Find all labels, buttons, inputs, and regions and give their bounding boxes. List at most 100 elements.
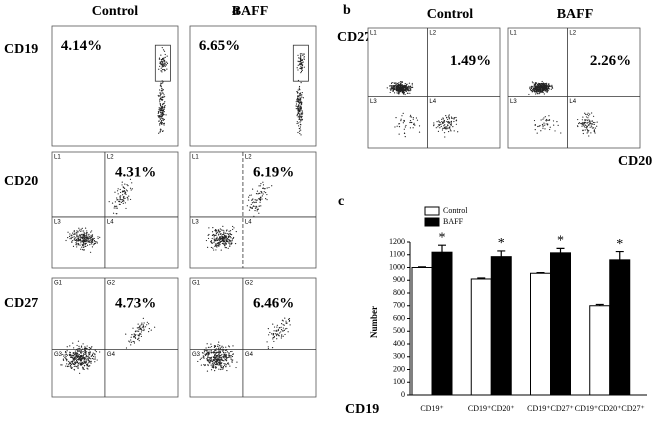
event-dot bbox=[159, 65, 161, 67]
event-dot bbox=[79, 363, 82, 365]
event-dot bbox=[589, 121, 591, 123]
event-dot bbox=[141, 329, 143, 332]
quadrant-label: L4 bbox=[107, 220, 114, 226]
event-dot bbox=[300, 53, 302, 55]
event-dot bbox=[218, 233, 220, 235]
event-dot bbox=[541, 88, 544, 90]
event-dot bbox=[126, 190, 128, 192]
event-dot bbox=[130, 336, 132, 338]
event-dot bbox=[410, 121, 412, 124]
event-dot bbox=[584, 119, 586, 121]
event-dot bbox=[133, 333, 135, 335]
event-dot bbox=[163, 108, 165, 110]
legend-swatch bbox=[424, 217, 440, 227]
event-dot bbox=[76, 235, 78, 237]
event-dot bbox=[403, 84, 405, 87]
event-dot bbox=[119, 198, 121, 201]
event-dot bbox=[533, 90, 536, 92]
event-dot bbox=[203, 355, 205, 357]
event-dot bbox=[158, 120, 160, 122]
event-dot bbox=[213, 236, 215, 238]
event-dot bbox=[586, 122, 588, 124]
event-dot bbox=[69, 345, 71, 347]
event-dot bbox=[68, 353, 70, 355]
event-dot bbox=[219, 347, 221, 350]
event-dot bbox=[586, 114, 588, 116]
event-dot bbox=[301, 64, 303, 67]
event-dot bbox=[401, 89, 403, 92]
event-dot bbox=[455, 123, 457, 125]
event-dot bbox=[392, 90, 394, 92]
event-dot bbox=[538, 89, 540, 92]
event-dot bbox=[582, 124, 585, 126]
event-dot bbox=[116, 199, 118, 201]
significance: * bbox=[557, 234, 564, 249]
event-dot bbox=[82, 368, 84, 370]
event-dot bbox=[219, 361, 221, 363]
bar bbox=[530, 272, 551, 396]
event-dot bbox=[269, 331, 271, 334]
event-dot bbox=[299, 117, 301, 119]
event-dot bbox=[79, 230, 82, 232]
event-dot bbox=[225, 346, 227, 348]
event-dot bbox=[131, 182, 133, 184]
event-dot bbox=[409, 85, 412, 87]
event-dot bbox=[234, 242, 237, 245]
event-dot bbox=[273, 336, 275, 339]
event-dot bbox=[127, 185, 129, 187]
event-dot bbox=[91, 234, 94, 236]
event-dot bbox=[160, 67, 162, 69]
event-dot bbox=[544, 85, 546, 87]
event-dot bbox=[547, 86, 549, 88]
event-dot bbox=[210, 351, 212, 353]
event-dot bbox=[409, 90, 411, 92]
column-header: Control bbox=[427, 7, 474, 22]
event-dot bbox=[125, 207, 127, 210]
event-dot bbox=[550, 85, 552, 87]
event-dot bbox=[66, 354, 69, 356]
event-dot bbox=[578, 122, 580, 125]
panel-label: a bbox=[232, 3, 239, 18]
event-dot bbox=[448, 114, 450, 116]
event-dot bbox=[300, 104, 302, 106]
event-dot bbox=[300, 120, 302, 122]
event-dot bbox=[221, 345, 223, 347]
event-dot bbox=[395, 86, 397, 89]
event-dot bbox=[404, 86, 406, 88]
event-dot bbox=[276, 324, 278, 326]
event-dot bbox=[211, 242, 213, 244]
event-dot bbox=[219, 365, 222, 367]
event-dot bbox=[593, 123, 595, 126]
event-dot bbox=[542, 87, 544, 89]
event-dot bbox=[262, 193, 264, 195]
event-dot bbox=[300, 115, 302, 118]
event-dot bbox=[438, 120, 440, 122]
event-dot bbox=[228, 241, 230, 243]
event-dot bbox=[228, 230, 230, 232]
event-dot bbox=[450, 122, 452, 124]
error-bar bbox=[536, 272, 545, 274]
event-dot bbox=[160, 60, 162, 63]
event-dot bbox=[207, 356, 209, 358]
event-dot bbox=[393, 86, 396, 88]
event-dot bbox=[585, 113, 587, 115]
event-dot bbox=[85, 351, 88, 353]
event-dot bbox=[300, 56, 302, 58]
event-dot bbox=[398, 93, 400, 95]
quadrant-label: G2 bbox=[245, 281, 254, 287]
event-dot bbox=[77, 235, 79, 237]
event-dot bbox=[297, 89, 299, 91]
event-dot bbox=[223, 230, 225, 232]
event-dot bbox=[301, 119, 304, 121]
event-dot bbox=[160, 70, 162, 72]
event-dot bbox=[226, 358, 228, 360]
event-dot bbox=[143, 327, 145, 329]
event-dot bbox=[204, 364, 206, 367]
event-dot bbox=[275, 335, 278, 337]
event-dot bbox=[225, 359, 227, 362]
event-dot bbox=[208, 233, 210, 236]
event-dot bbox=[161, 71, 163, 73]
event-dot bbox=[121, 200, 124, 202]
event-dot bbox=[130, 341, 133, 343]
event-dot bbox=[297, 116, 299, 118]
